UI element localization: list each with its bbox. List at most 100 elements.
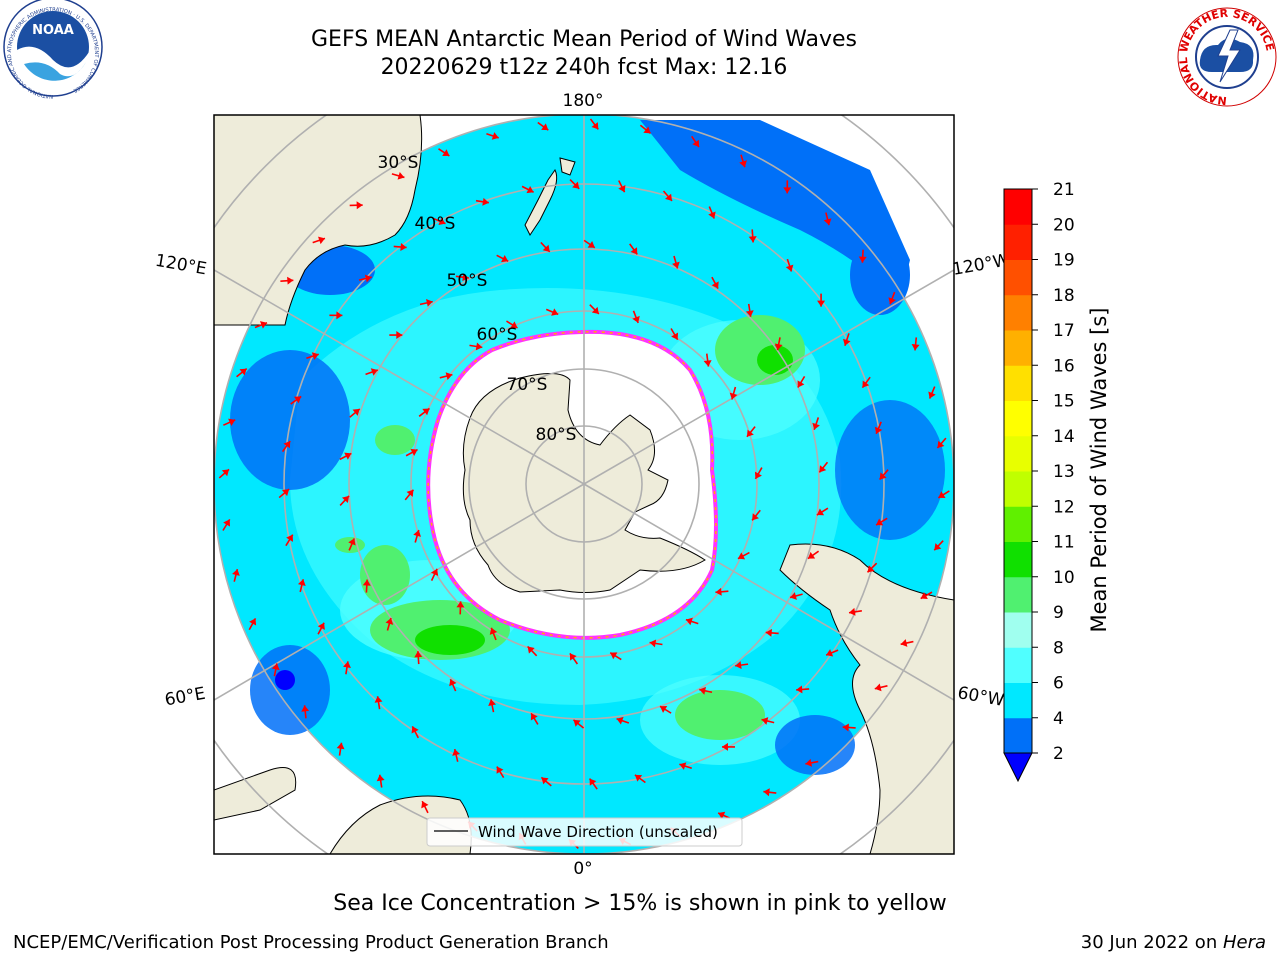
wind-wave-arrow-head	[452, 749, 460, 756]
legend-label: Wind Wave Direction (unscaled)	[478, 823, 718, 841]
colorbar-tick-label: 17	[1053, 321, 1075, 341]
wind-wave-arrow-head	[541, 777, 549, 785]
wind-wave-arrow-head	[410, 448, 418, 456]
wind-wave-arrow-head	[692, 139, 699, 148]
run-date-credit: 30 Jun 2022 on Hera	[1081, 932, 1266, 953]
colorbar-swatch	[1004, 471, 1032, 507]
colorbar-swatch	[1004, 365, 1032, 401]
colorbar-swatch	[1004, 576, 1032, 613]
colorbar: 2 4 6 8 9 10 11 12 13 14 15 16 17 18 19 20 21	[1003, 180, 1075, 783]
wind-wave-arrow-head	[426, 298, 433, 307]
wind-wave-arrow-head	[718, 811, 726, 820]
colorbar-tick-label: 16	[1053, 356, 1075, 376]
wind-wave-arrow-head	[406, 489, 414, 497]
colorbar-swatch	[1004, 330, 1032, 366]
colorbar-tick-label: 6	[1053, 674, 1064, 694]
lat-label-30s: 30°S	[378, 153, 419, 173]
colorbar-tick-label: 12	[1053, 497, 1075, 517]
wind-wave-arrow-head	[816, 508, 825, 516]
wind-wave-arrow-head	[318, 236, 325, 245]
wind-wave-arrow-head	[754, 471, 762, 479]
wind-wave-arrow-head	[699, 686, 706, 695]
colorbar-tick-label: 15	[1053, 392, 1075, 412]
wind-wave-arrow-head	[221, 469, 230, 477]
colorbar-tick-label: 11	[1053, 533, 1075, 553]
colorbar-label: Mean Period of Wind Waves [s]	[1087, 308, 1111, 633]
colorbar-tick-label: 2	[1053, 744, 1064, 764]
noaa-logo-text: NOAA	[32, 23, 74, 38]
wind-wave-arrow-head	[496, 766, 504, 774]
wind-wave-arrow-head	[541, 123, 549, 131]
colorbar-tick-label: 13	[1053, 462, 1075, 482]
lat-label-70s: 70°S	[507, 375, 548, 395]
wind-wave-arrow-head	[610, 652, 618, 660]
wind-wave-arrow-head	[572, 181, 580, 189]
wind-wave-arrow-head	[400, 242, 407, 251]
wind-wave-arrow-head	[729, 392, 738, 400]
wind-wave-arrow-head	[370, 368, 378, 376]
wind-wave-arrow-head	[527, 646, 535, 654]
wind-wave-arrow-head	[819, 465, 827, 473]
run-host: Hera	[1222, 932, 1266, 953]
wind-wave-arrow-head	[911, 344, 920, 351]
colorbar-swatch	[1004, 224, 1032, 260]
wind-wave-arrow-head	[223, 519, 231, 527]
wind-wave-arrow-head	[634, 774, 643, 782]
lat-label-40s: 40°S	[415, 214, 456, 234]
colorbar-swatch	[1004, 717, 1032, 754]
wind-wave-arrow-head	[748, 236, 757, 243]
colorbar-swatch	[1004, 682, 1032, 719]
wind-wave-arrow-head	[259, 321, 268, 329]
lon-label-120e: 120°E	[154, 251, 208, 280]
wind-wave-arrow-head	[752, 513, 759, 521]
wind-wave-arrow-head	[348, 538, 356, 546]
colorbar-swatch	[1004, 506, 1032, 542]
map-legend: Wind Wave Direction (unscaled)	[426, 817, 743, 847]
wind-wave-arrow-head	[438, 217, 446, 225]
wind-wave-arrow-head	[311, 352, 319, 360]
wind-wave-arrow-head	[783, 187, 792, 194]
wind-wave-arrow-head	[672, 261, 680, 269]
wind-wave-arrow-head	[411, 726, 419, 734]
wind-wave-arrow-head	[239, 368, 247, 376]
wind-wave-arrow-head	[765, 628, 772, 637]
colorbar-tick-label: 19	[1053, 251, 1075, 271]
wind-wave-arrow-head	[489, 627, 498, 635]
wind-wave-arrow-head	[616, 716, 624, 725]
colorbar-swatch	[1004, 612, 1032, 648]
wind-wave-arrow-head	[364, 274, 372, 283]
wind-wave-arrow-head	[488, 699, 497, 707]
wind-wave-arrow-head	[397, 171, 405, 180]
wind-wave-arrow-head	[630, 247, 638, 255]
land-masses	[214, 115, 954, 854]
wind-wave-arrow-head	[715, 587, 722, 596]
wind-wave-arrow-head	[293, 396, 302, 404]
lon-label-180: 180°	[563, 91, 604, 111]
wind-wave-arrow-head	[761, 717, 769, 725]
wind-wave-arrow-head	[526, 185, 534, 194]
wind-wave-arrow-head	[721, 742, 728, 751]
wind-wave-arrow-head	[530, 713, 538, 721]
wind-wave-arrow-head	[232, 569, 240, 576]
colorbar-tick-label: 14	[1053, 427, 1075, 447]
wind-wave-arrow-head	[937, 440, 945, 448]
noaa-logo: NOAA NATIONAL OCEANIC AND ATMOSPHERIC AD…	[3, 0, 103, 99]
lat-label-60s: 60°S	[477, 325, 518, 345]
colorbar-tick-label: 20	[1053, 215, 1075, 235]
wind-wave-arrow-head	[805, 758, 813, 767]
colorbar-tick-label: 10	[1053, 568, 1075, 588]
wind-wave-arrow-head	[336, 742, 345, 750]
wind-wave-arrow-head	[413, 530, 421, 537]
wind-wave-arrow-head	[297, 579, 306, 587]
wind-wave-arrow-head	[271, 663, 280, 671]
wind-wave-arrow-head	[430, 568, 439, 576]
wind-wave-arrow-head	[356, 201, 363, 210]
wind-wave-arrow-head	[737, 552, 746, 560]
wind-wave-arrow-head	[703, 360, 712, 367]
wind-wave-direction-arrows	[218, 118, 950, 849]
wind-wave-arrow-head	[817, 300, 826, 307]
map-frame	[213, 114, 955, 855]
wind-wave-arrow-head	[421, 801, 429, 809]
wind-wave-arrow-head	[797, 380, 805, 388]
